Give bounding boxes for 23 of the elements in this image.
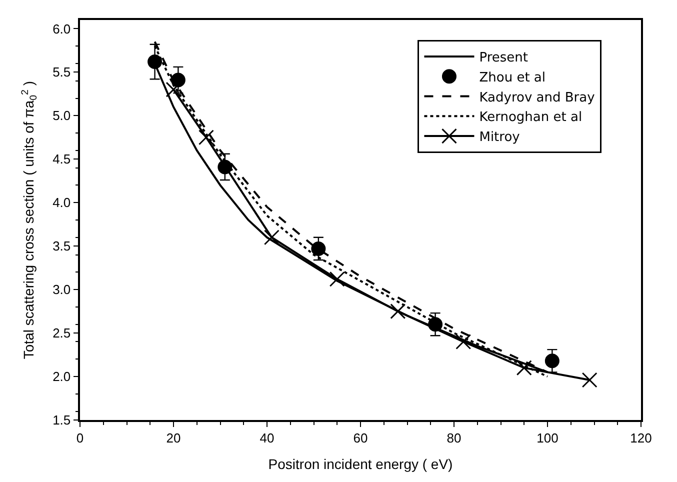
legend-label: Zhou et al (479, 70, 546, 86)
x-tick-label: 100 (536, 430, 558, 446)
x-tick-label: 80 (446, 430, 462, 446)
legend-label: Kadyrov and Bray (479, 90, 596, 106)
y-tick-label: 6.0 (52, 21, 71, 36)
y-tick-label: 3.5 (52, 238, 71, 254)
y-tick-label: 4.0 (52, 195, 71, 210)
y-tick-label: 4.5 (52, 152, 71, 167)
x-tick-label: 60 (353, 430, 368, 446)
y-tick-label: 2.0 (52, 369, 71, 384)
y-tick-label: 5.0 (52, 108, 71, 124)
y-tick-label: 1.5 (52, 412, 71, 428)
legend-label: Kernoghan et al (479, 110, 582, 126)
y-tick-label: 3.0 (52, 282, 71, 298)
x-tick-label: 40 (260, 430, 274, 446)
x-axis-title: Positron incident energy ( eV) (268, 456, 453, 472)
legend-label: Present (479, 50, 528, 66)
y-tick-label: 2.5 (52, 326, 71, 341)
x-tick-label: 0 (76, 430, 84, 446)
x-tick-label: 120 (630, 430, 652, 446)
legend-label: Mitroy (479, 130, 520, 146)
x-tick-label: 20 (166, 430, 181, 446)
y-tick-label: 5.5 (52, 64, 71, 80)
